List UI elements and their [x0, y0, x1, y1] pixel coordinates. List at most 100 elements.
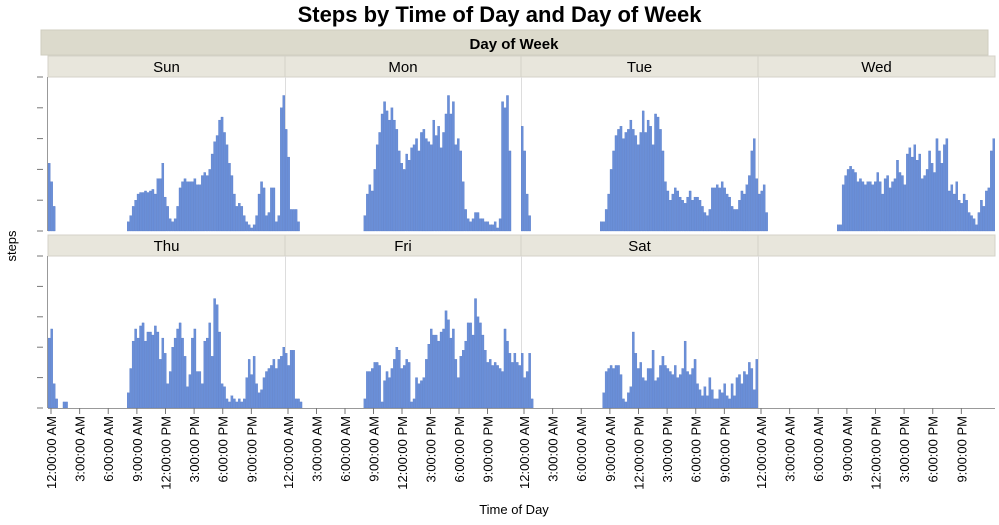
bar: [196, 184, 199, 232]
bar: [294, 209, 298, 232]
x-tick-label: 12:00:00 AM: [44, 416, 59, 489]
bar: [622, 398, 625, 409]
bar: [240, 206, 244, 232]
bar: [412, 398, 416, 409]
bar: [146, 192, 150, 232]
bar: [888, 187, 892, 232]
bar: [136, 193, 140, 232]
bar: [439, 331, 443, 409]
bar: [945, 138, 949, 232]
panel-title: Thu: [154, 238, 180, 255]
bar: [373, 169, 376, 232]
bar: [368, 184, 372, 232]
bar: [916, 160, 919, 232]
bar: [619, 374, 623, 409]
bar: [272, 187, 276, 232]
panel-bars-sun: [48, 95, 285, 232]
bar: [378, 365, 381, 409]
bar: [641, 110, 645, 232]
x-tick-label: 3:00:00 PM: [187, 416, 202, 483]
bar: [740, 190, 744, 232]
bar: [459, 356, 463, 409]
bar: [632, 331, 635, 409]
bar: [417, 383, 421, 409]
bar: [656, 116, 660, 232]
bar: [649, 368, 652, 409]
bar: [452, 328, 455, 409]
bar: [388, 377, 391, 409]
bar: [920, 178, 924, 232]
panel-title: Tue: [627, 59, 652, 76]
bar: [528, 215, 531, 232]
bar: [378, 132, 381, 232]
bar: [270, 365, 273, 409]
bar: [511, 362, 514, 409]
bar: [280, 107, 283, 232]
x-tick-label: 3:00:00 PM: [424, 416, 439, 483]
bar: [55, 398, 58, 409]
bar: [437, 340, 440, 409]
bar: [733, 209, 736, 232]
panel-title: Wed: [861, 59, 892, 76]
bar: [913, 144, 917, 232]
bar: [297, 221, 300, 232]
x-tick-label: 12:00:00 PM: [395, 416, 410, 490]
bar: [469, 322, 472, 409]
bar: [131, 340, 135, 409]
bar: [267, 212, 271, 232]
bar: [720, 181, 724, 232]
bar: [464, 340, 467, 409]
bar: [644, 132, 647, 232]
bar: [257, 392, 261, 409]
bar: [220, 116, 224, 232]
bar: [471, 334, 475, 409]
bar: [437, 126, 440, 232]
bar: [521, 126, 524, 232]
bar: [454, 144, 458, 232]
bar: [508, 150, 512, 232]
bar: [748, 175, 751, 232]
bar: [503, 107, 507, 232]
bar: [644, 380, 647, 409]
bar: [442, 132, 445, 232]
bar: [992, 138, 996, 232]
bar: [479, 218, 482, 232]
bar: [134, 328, 137, 409]
bar: [661, 356, 665, 409]
bar: [218, 331, 221, 409]
x-tick-label: 3:00:00 PM: [897, 416, 912, 483]
bar: [461, 350, 465, 409]
bar: [395, 347, 399, 409]
bar: [410, 401, 413, 409]
x-tick-label: 12:00:00 AM: [281, 416, 296, 489]
bar: [688, 374, 692, 409]
bar: [493, 221, 497, 232]
bar: [292, 350, 295, 409]
bar: [491, 224, 494, 232]
bar: [284, 353, 288, 409]
bar: [363, 215, 367, 232]
bar: [459, 150, 463, 232]
bar: [696, 383, 699, 409]
bar: [869, 181, 872, 232]
bar: [243, 398, 246, 409]
bar: [287, 365, 290, 409]
bar: [275, 368, 278, 409]
bar: [641, 377, 645, 409]
bar: [277, 215, 281, 232]
bar: [272, 359, 276, 409]
bar: [186, 386, 189, 409]
bar: [703, 212, 707, 232]
bar: [523, 377, 526, 409]
panel-bars-wed: [758, 138, 996, 232]
bar: [617, 129, 620, 232]
bar: [649, 126, 652, 232]
bar: [516, 362, 519, 409]
bar: [139, 192, 142, 232]
bar: [400, 368, 404, 409]
bar: [479, 322, 482, 409]
bar: [366, 371, 369, 409]
bar: [738, 200, 741, 232]
bar: [277, 359, 281, 409]
bar: [743, 193, 746, 232]
